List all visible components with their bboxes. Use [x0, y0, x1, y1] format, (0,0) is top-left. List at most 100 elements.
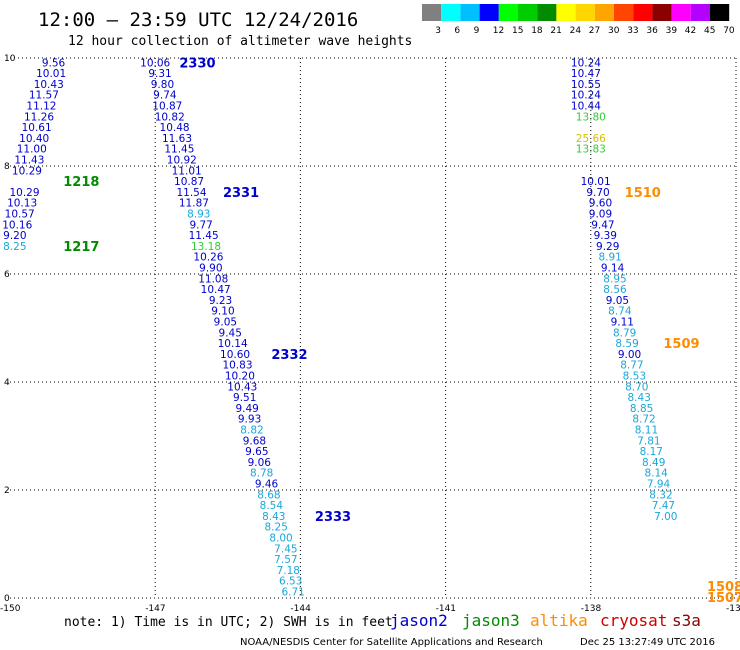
data-label: 9.74 — [153, 90, 177, 102]
data-label: 9.09 — [589, 209, 612, 221]
colorbar-swatch — [594, 4, 614, 21]
data-label: 11.63 — [162, 133, 192, 145]
legend-jason3: jason3 — [462, 611, 520, 630]
colorbar-label: 24 — [570, 26, 582, 36]
data-label: 10.47 — [571, 68, 601, 80]
data-label: 9.11 — [611, 317, 634, 329]
data-label: 10.01 — [36, 68, 66, 80]
pass-number: 2330 — [179, 56, 215, 71]
legend-jason2: jason2 — [390, 611, 448, 630]
data-label: 11.54 — [176, 187, 206, 199]
data-label: 11.08 — [198, 273, 228, 285]
colorbar-label: 3 — [435, 26, 441, 36]
data-label: 10.20 — [225, 371, 255, 383]
data-label: 11.43 — [14, 155, 44, 167]
data-label: 8.82 — [240, 425, 263, 437]
data-label: 9.14 — [601, 263, 625, 275]
data-label: 9.77 — [189, 219, 212, 231]
data-label: 11.87 — [179, 198, 209, 210]
data-label: 8.11 — [635, 425, 658, 437]
chart-title: 12:00 – 23:59 UTC 12/24/2016 — [38, 9, 358, 31]
data-label: 9.00 — [618, 349, 641, 361]
data-label: 8.25 — [265, 522, 288, 534]
data-label: 8.14 — [644, 468, 668, 480]
data-label: 9.05 — [214, 317, 237, 329]
data-label: 9.56 — [42, 57, 66, 69]
data-label: 10.82 — [155, 111, 185, 123]
y-tick-label: 10 — [4, 54, 16, 64]
colorbar-swatch — [671, 4, 691, 21]
data-label: 9.23 — [209, 295, 232, 307]
data-label: 8.54 — [260, 500, 284, 512]
colorbar-label: 6 — [454, 26, 460, 36]
colorbar-label: 21 — [550, 26, 561, 36]
data-label: 7.00 — [654, 511, 677, 523]
data-label: 8.32 — [649, 489, 672, 501]
data-label: 10.01 — [581, 176, 611, 188]
data-label: 10.24 — [571, 90, 601, 102]
pass-number: 2333 — [315, 510, 351, 525]
data-label: 10.61 — [22, 122, 52, 134]
data-label: 10.29 — [9, 187, 39, 199]
data-label: 8.59 — [615, 338, 638, 350]
data-label: 9.29 — [596, 241, 619, 253]
data-label: 10.48 — [160, 122, 190, 134]
chart-subtitle: 12 hour collection of altimeter wave hei… — [68, 34, 412, 49]
pass-number: 2331 — [223, 186, 259, 201]
data-label: 8.78 — [250, 468, 273, 480]
data-label: 8.79 — [613, 327, 636, 339]
pass-number: 1509 — [663, 337, 699, 352]
data-label: 9.46 — [255, 479, 279, 491]
data-label: 10.13 — [7, 198, 37, 210]
data-label: 11.00 — [17, 144, 47, 156]
data-label: 10.29 — [12, 165, 42, 177]
data-points: 9.5610.0110.4311.5711.1211.2610.6110.401… — [2, 57, 677, 598]
colorbar-swatch — [710, 4, 730, 21]
data-label: 10.26 — [193, 252, 223, 264]
data-label: 10.14 — [218, 338, 248, 350]
data-label: 11.12 — [26, 101, 56, 113]
data-label: 10.47 — [201, 284, 231, 296]
grid-lines — [10, 57, 737, 599]
legend-cryosat: cryosat — [600, 611, 667, 630]
colorbar-swatch — [422, 4, 442, 21]
data-label: 10.06 — [140, 57, 170, 69]
data-label: 7.47 — [652, 500, 675, 512]
data-label: 8.43 — [262, 511, 285, 523]
data-label: 10.16 — [2, 219, 32, 231]
colorbar-label: 70 — [723, 26, 735, 36]
data-label: 10.92 — [167, 155, 197, 167]
data-label: 8.00 — [269, 533, 292, 545]
data-label: 11.01 — [172, 165, 202, 177]
data-label: 8.74 — [608, 306, 632, 318]
colorbar-label: 36 — [646, 26, 658, 36]
y-tick-label: 8 — [4, 162, 10, 172]
pass-number: 1507 — [707, 591, 740, 606]
legend-s3a: s3a — [672, 611, 701, 630]
data-label: 8.17 — [640, 446, 663, 458]
data-label: 8.49 — [642, 457, 665, 469]
pass-number: 1218 — [63, 175, 99, 190]
x-tick-label: -147 — [145, 604, 165, 614]
data-label: 6.71 — [281, 587, 304, 599]
data-label: 8.70 — [625, 381, 648, 393]
colorbar-swatch — [518, 4, 538, 21]
data-label: 9.51 — [233, 392, 256, 404]
data-label: 13.18 — [191, 241, 221, 253]
data-label: 7.81 — [637, 435, 660, 447]
colorbar-swatch — [537, 4, 557, 21]
data-label: 6.53 — [279, 576, 302, 588]
data-label: 13.83 — [576, 144, 606, 156]
data-label: 13.80 — [576, 111, 606, 123]
data-label: 8.72 — [632, 414, 655, 426]
colorbar-swatch — [498, 4, 518, 21]
data-label: 11.57 — [29, 90, 59, 102]
y-tick-label: 6 — [4, 270, 10, 280]
colorbar-swatch — [441, 4, 461, 21]
colorbar-label: 39 — [666, 26, 678, 36]
data-label: 9.70 — [586, 187, 609, 199]
data-label: 10.57 — [5, 209, 35, 221]
data-label: 8.56 — [603, 284, 627, 296]
data-label: 8.25 — [3, 241, 26, 253]
